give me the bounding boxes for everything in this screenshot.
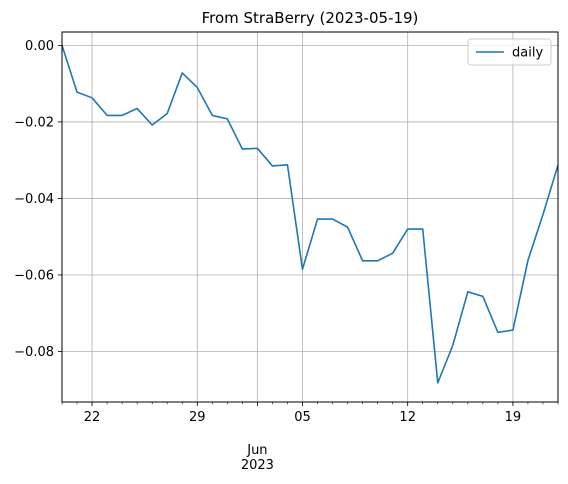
grid	[62, 32, 558, 402]
x-tick-label: 22	[84, 410, 101, 425]
x-tick-sublabel: 2023	[241, 458, 274, 473]
x-tick-sublabel: Jun	[246, 443, 267, 458]
legend: daily	[467, 38, 552, 66]
legend-label: daily	[512, 46, 543, 61]
y-tick-label: −0.02	[14, 115, 54, 130]
y-tick-label: −0.04	[14, 192, 54, 207]
x-tick-label: 29	[189, 410, 206, 425]
series-line-daily	[61, 45, 559, 384]
y-tick-label: −0.06	[14, 268, 54, 283]
x-tick-label: 05	[294, 410, 311, 425]
x-tick-label: 19	[505, 410, 522, 425]
legend-box	[467, 38, 552, 66]
chart-title: From StraBerry (2023-05-19)	[202, 9, 419, 27]
x-tick-label: 12	[399, 410, 416, 425]
y-tick-label: −0.08	[14, 345, 54, 360]
y-tick-label: 0.00	[25, 39, 54, 54]
y-axis: 0.00 −0.02 −0.04 −0.06 −0.08	[14, 39, 62, 360]
series-layer	[61, 45, 559, 384]
plot-frame	[61, 31, 559, 403]
